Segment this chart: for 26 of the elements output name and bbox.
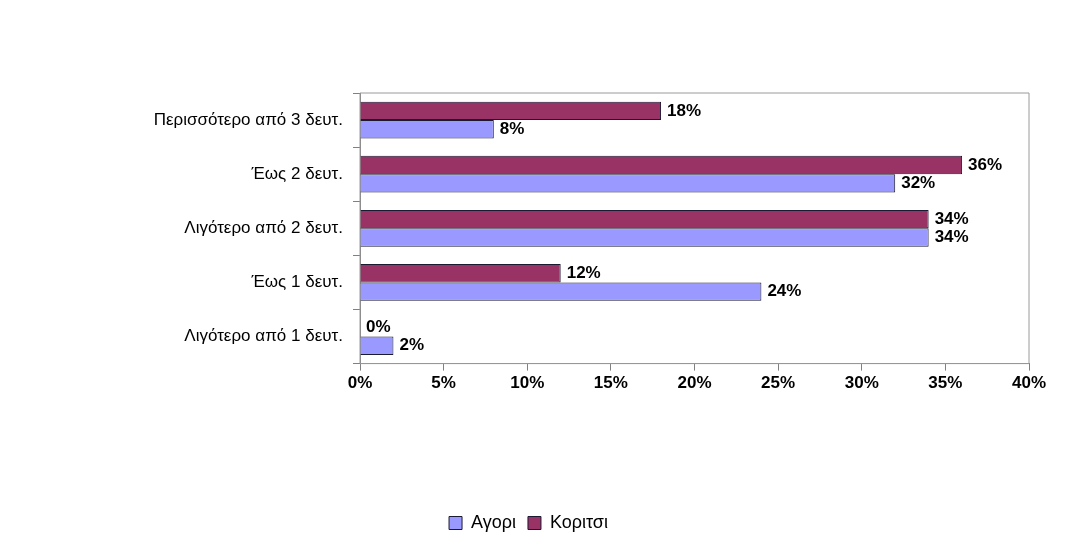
data-label: 8% (499, 118, 525, 138)
y-tick-label: Περισσότερο από 3 δευτ. (153, 109, 343, 129)
data-label: 34% (934, 227, 969, 247)
x-tick-label: 30% (844, 373, 879, 393)
x-tick-label: 40% (1011, 373, 1047, 393)
data-label: 24% (767, 281, 802, 301)
x-tick-label: 20% (677, 373, 712, 393)
data-label: 2% (399, 335, 425, 355)
x-tick-label: 0% (347, 373, 373, 393)
data-label: 32% (901, 173, 936, 193)
y-tick-label: Λιγότερο από 2 δευτ. (184, 217, 343, 237)
y-tick-label: Λιγότερο από 1 δευτ. (184, 326, 343, 346)
y-tick-label: Έως 1 δευτ. (250, 272, 343, 292)
data-label: 36% (968, 154, 1003, 174)
x-tick-label: 5% (431, 373, 456, 393)
x-tick-label: 15% (593, 373, 628, 393)
legend-label: Κοριτσι (549, 511, 608, 532)
x-tick-label: 35% (928, 373, 963, 393)
data-label: 34% (934, 208, 969, 228)
data-label: 12% (566, 262, 601, 282)
legend-label: Αγορι (471, 511, 516, 532)
x-tick-label: 25% (761, 373, 796, 393)
data-label: 18% (667, 100, 702, 120)
x-tick-label: 10% (510, 373, 545, 393)
y-tick-label: Έως 2 δευτ. (250, 163, 343, 183)
data-label: 0% (366, 317, 391, 337)
